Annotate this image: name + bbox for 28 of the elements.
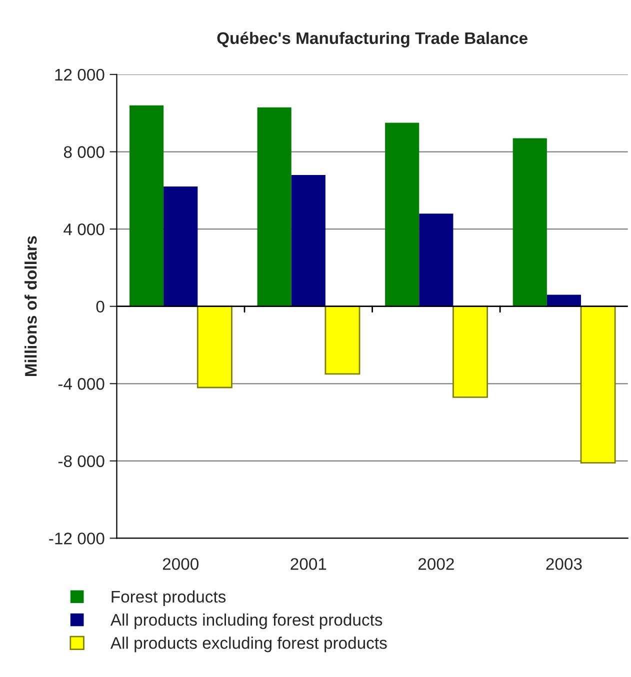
y-tick-label: 0 [96, 300, 104, 313]
x-tick-label: 2003 [546, 558, 582, 570]
y-tick-label: -8 000 [58, 455, 104, 468]
bar [324, 306, 360, 375]
bar [580, 306, 616, 464]
bar [130, 105, 164, 306]
x-tick-label: 2001 [290, 558, 326, 570]
bar [164, 186, 198, 306]
bar [257, 107, 292, 306]
bar [291, 174, 326, 306]
y-tick-label: 12 000 [55, 68, 104, 81]
y-tick-label: 8 000 [64, 146, 104, 158]
bar [196, 306, 232, 388]
y-tick-label: 4 000 [64, 223, 104, 236]
bar [546, 294, 581, 306]
bar [452, 306, 488, 398]
legend-label: Forest products [112, 590, 226, 606]
y-axis-title: Millions of dollars [24, 236, 37, 376]
chart-title: Québec's Manufacturing Trade Balance [217, 32, 528, 48]
legend-label: All products excluding forest products [110, 636, 387, 652]
bar [512, 138, 547, 306]
x-tick-label: 2000 [162, 558, 199, 570]
legend-label: All products including forest products [110, 614, 382, 630]
y-tick-label: -12 000 [49, 532, 104, 544]
bar [419, 214, 454, 306]
y-tick-label: -4 000 [58, 378, 104, 390]
bar [385, 122, 420, 306]
x-tick-label: 2002 [418, 558, 454, 570]
